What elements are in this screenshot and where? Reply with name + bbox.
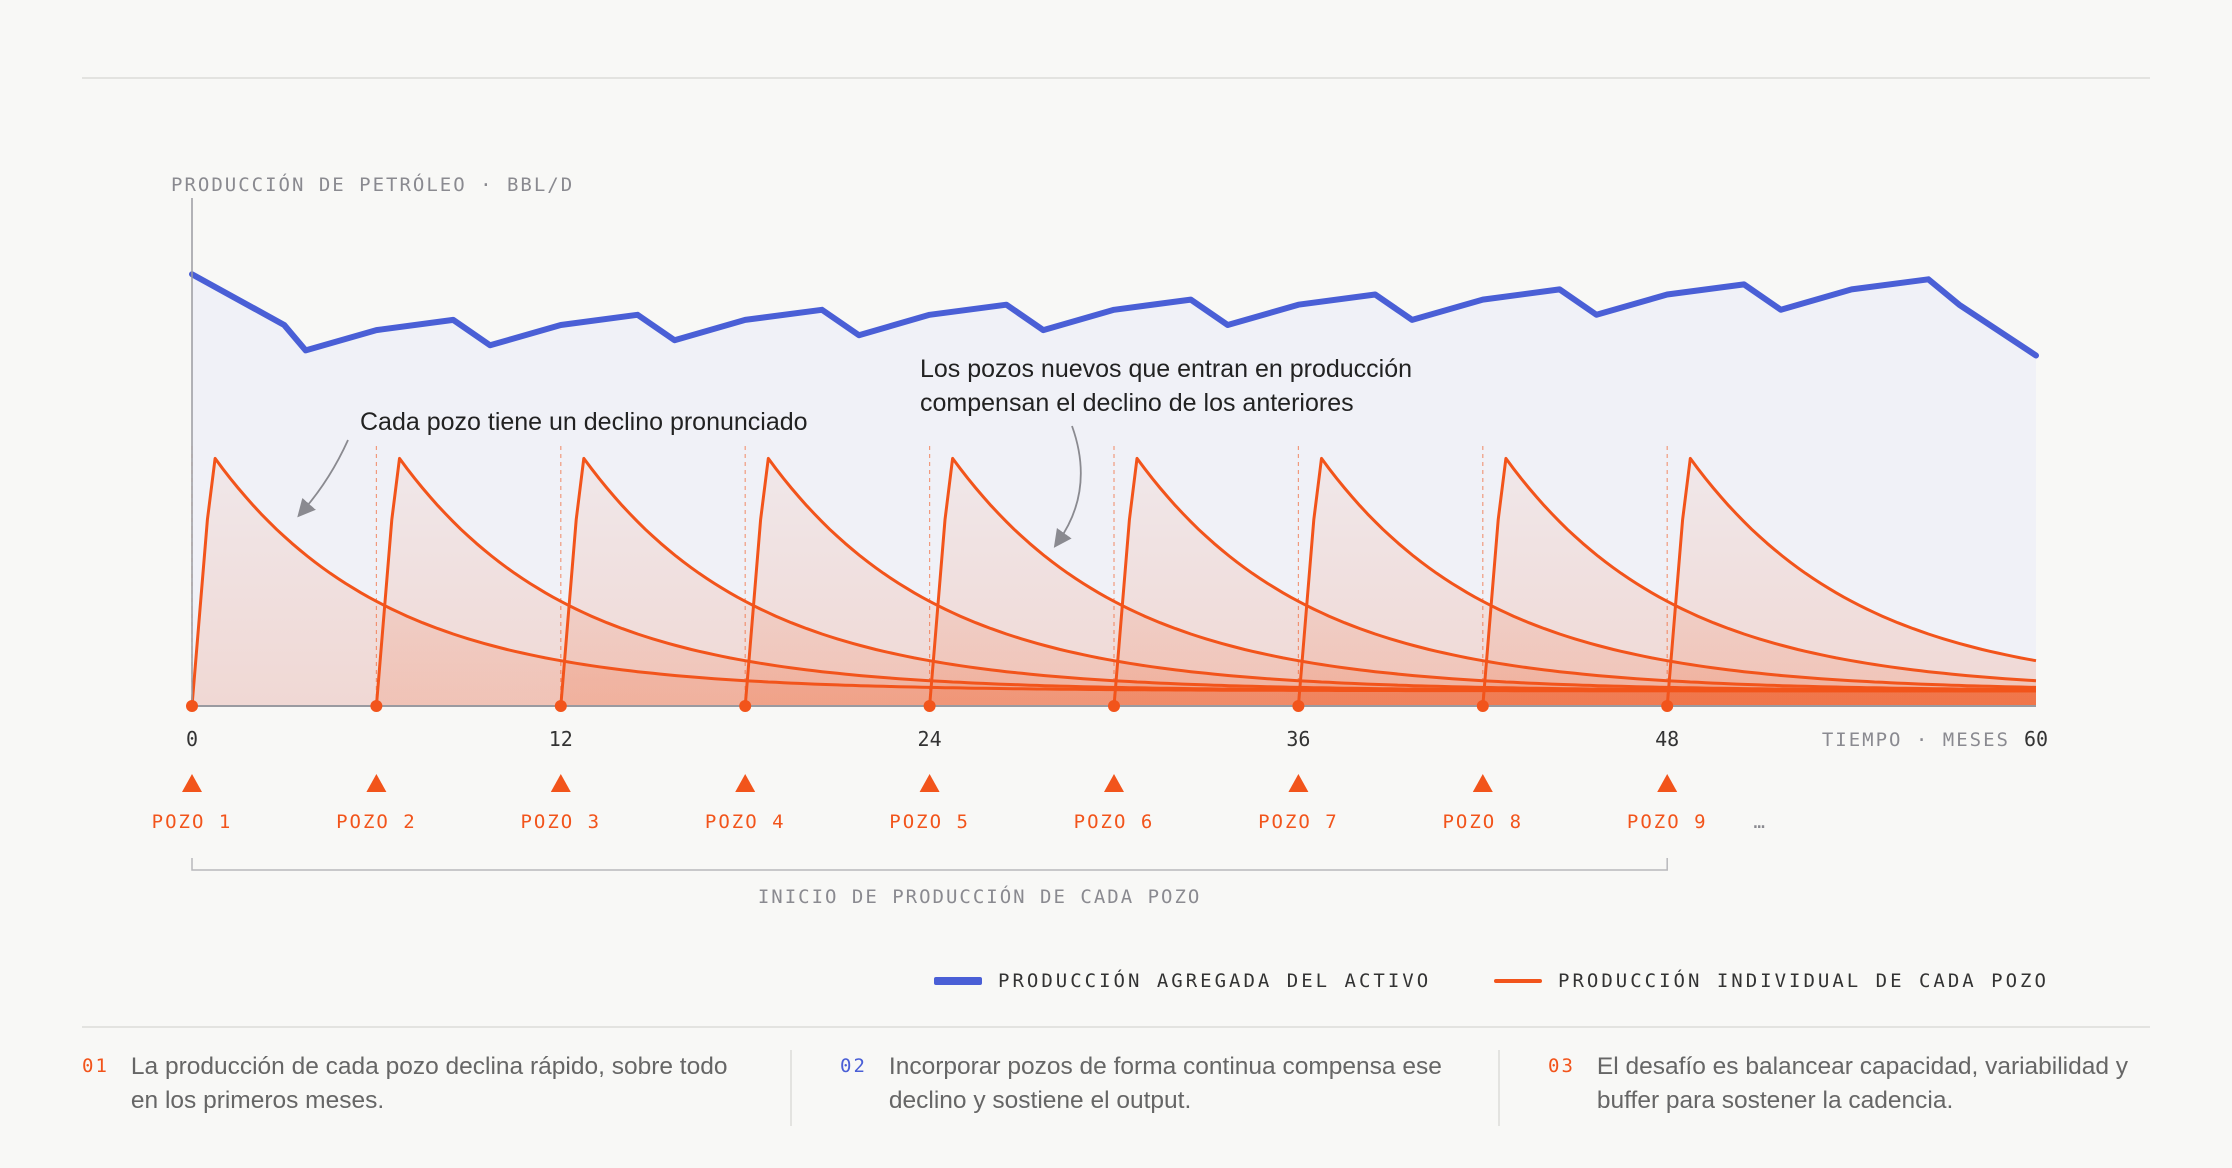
x-tick-label: 36 bbox=[1286, 727, 1310, 751]
well-marker-icon bbox=[1657, 774, 1678, 792]
well-marker-icon bbox=[1288, 774, 1309, 792]
well-marker-icon bbox=[182, 774, 202, 792]
legend-swatch-individual bbox=[1494, 979, 1542, 983]
annotation-decline: Cada pozo tiene un declino pronunciado bbox=[360, 408, 808, 436]
well-production-line bbox=[1481, 456, 2037, 707]
top-divider bbox=[82, 77, 2150, 79]
well-label: POZO 3 bbox=[520, 811, 601, 833]
well-label: POZO 9 bbox=[1627, 811, 1708, 833]
legend-item-aggregate: PRODUCCIÓN AGREGADA DEL ACTIVO bbox=[934, 970, 1431, 992]
production-chart: POZO 1 POZO 2 POZO 3 POZO 4 POZO 5 POZO 6 POZO… bbox=[152, 198, 2048, 908]
takeaway-3: 03 El desafío es balancear capacidad, va… bbox=[1548, 1050, 2168, 1118]
x-tick-label: 0 bbox=[186, 727, 198, 751]
takeaway-1: 01 La producción de cada pozo declina rá… bbox=[82, 1050, 742, 1118]
well-marker-icon bbox=[366, 774, 387, 792]
legend-label-individual: PRODUCCIÓN INDIVIDUAL DE CADA POZO bbox=[1558, 970, 2049, 992]
well-start-dot bbox=[739, 700, 752, 712]
well-marker-icon bbox=[919, 774, 940, 792]
well-area bbox=[1667, 458, 2036, 706]
well-marker-icon bbox=[1104, 774, 1124, 792]
takeaway-1-text: La producción de cada pozo declina rápid… bbox=[130, 1053, 728, 1114]
bracket-label: INICIO DE PRODUCCIÓN DE CADA POZO bbox=[758, 884, 1202, 908]
takeaway-2-text: Incorporar pozos de forma continua compe… bbox=[888, 1053, 1442, 1114]
well-start-dot bbox=[1292, 700, 1305, 712]
well-marker-icon bbox=[550, 774, 571, 792]
well-label: POZO 4 bbox=[705, 811, 786, 833]
annotation-arrow-decline bbox=[297, 439, 349, 518]
bottom-divider bbox=[82, 1026, 2150, 1028]
takeaway-2: 02 Incorporar pozos de forma continua co… bbox=[840, 1050, 1480, 1118]
well-start-dot bbox=[370, 700, 383, 712]
annotation-compensation: Los pozos nuevos que entran en producció… bbox=[920, 355, 1413, 417]
key-takeaways: 01 La producción de cada pozo declina rá… bbox=[82, 1050, 2150, 1130]
well-label: POZO 8 bbox=[1442, 811, 1523, 833]
individual-wells bbox=[190, 442, 2037, 707]
more-wells-ellipsis: … bbox=[1753, 811, 1764, 833]
well-label: POZO 2 bbox=[336, 811, 417, 833]
x-tick-label: 48 bbox=[1655, 727, 1679, 751]
well-production-line bbox=[1296, 456, 2037, 707]
well-start-dot bbox=[1108, 700, 1120, 712]
well-production-line bbox=[928, 456, 2036, 707]
well-production-line bbox=[1112, 456, 2036, 707]
well-start-dot bbox=[923, 700, 936, 712]
well-area bbox=[1298, 458, 2036, 706]
takeaway-separator bbox=[1498, 1050, 1500, 1126]
well-start-dot bbox=[1661, 700, 1674, 712]
x-tick-label: 24 bbox=[918, 727, 942, 751]
legend-item-individual: PRODUCCIÓN INDIVIDUAL DE CADA POZO bbox=[1494, 970, 2049, 992]
takeaway-2-number: 02 bbox=[840, 1055, 867, 1077]
well-label: POZO 7 bbox=[1258, 811, 1339, 833]
well-label: POZO 1 bbox=[152, 811, 233, 833]
takeaway-1-number: 01 bbox=[82, 1055, 109, 1077]
takeaway-3-number: 03 bbox=[1548, 1055, 1575, 1077]
well-marker-icon bbox=[1472, 774, 1493, 792]
takeaway-3-text: El desafío es balancear capacidad, varia… bbox=[1596, 1053, 2129, 1114]
well-area bbox=[376, 458, 2036, 706]
well-marker-icon bbox=[735, 774, 756, 792]
well-start-dot bbox=[1476, 700, 1489, 712]
legend-swatch-aggregate bbox=[934, 977, 982, 985]
x-axis-label: TIEMPO · MESES bbox=[1822, 729, 2010, 751]
well-area bbox=[560, 458, 2036, 706]
x-tick-label: 60 bbox=[2024, 727, 2048, 751]
well-start-dot bbox=[554, 700, 567, 712]
well-start-dot bbox=[186, 700, 198, 712]
legend-label-aggregate: PRODUCCIÓN AGREGADA DEL ACTIVO bbox=[998, 970, 1432, 992]
well-label: POZO 6 bbox=[1074, 811, 1155, 833]
well-area bbox=[1482, 458, 2036, 706]
takeaway-separator bbox=[790, 1050, 792, 1126]
annotation-arrow-compensation bbox=[1053, 425, 1082, 548]
x-tick-label: 12 bbox=[549, 727, 573, 751]
well-start-bracket bbox=[191, 858, 1668, 871]
well-production-line bbox=[1665, 456, 2037, 707]
y-axis-label: PRODUCCIÓN DE PETRÓLEO · BBL/D bbox=[171, 174, 575, 196]
aggregate-production-line bbox=[189, 271, 2039, 359]
well-label: POZO 5 bbox=[889, 811, 970, 833]
well-area bbox=[745, 458, 2037, 706]
